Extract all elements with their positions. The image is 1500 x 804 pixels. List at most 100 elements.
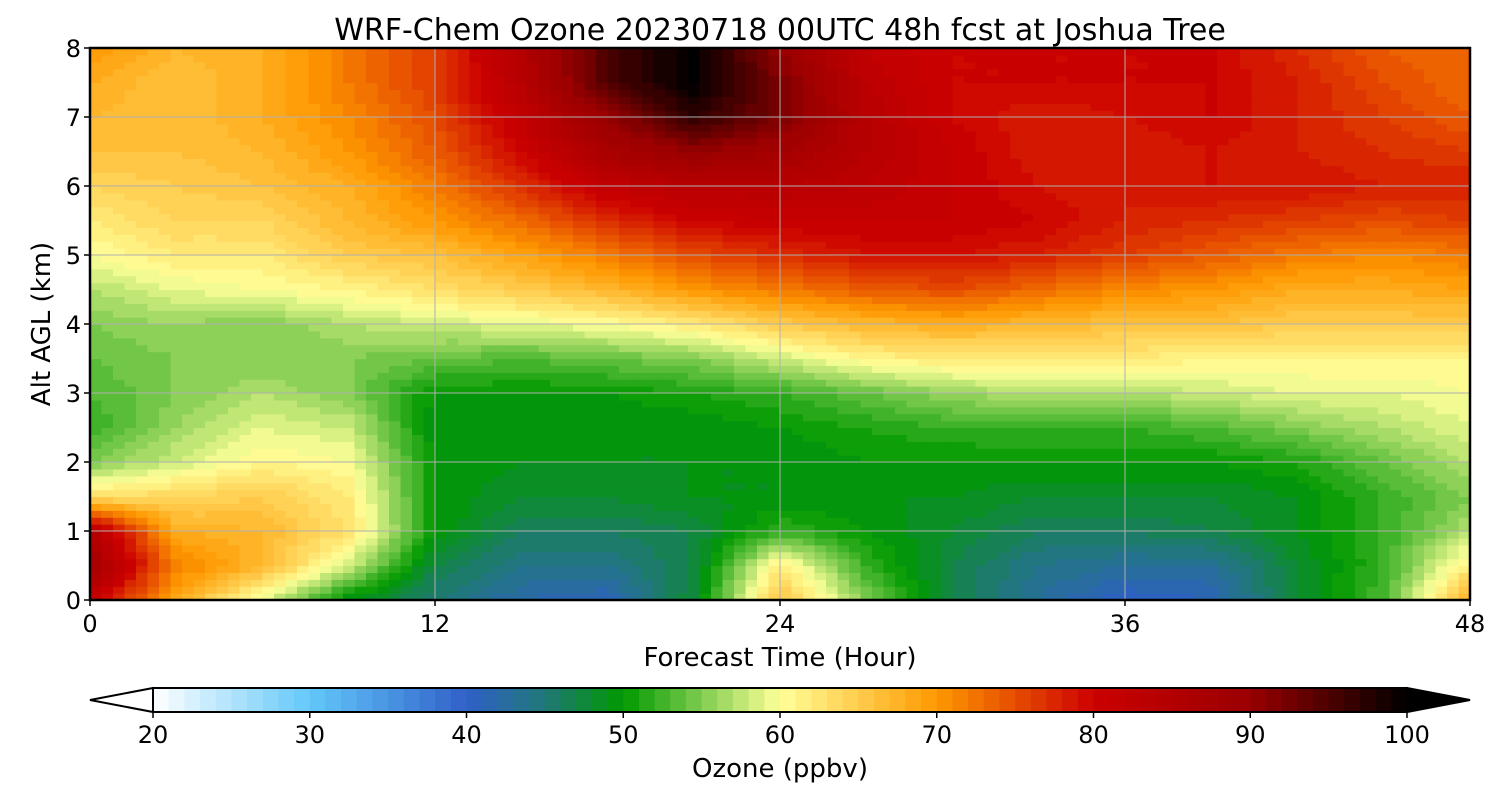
heatmap-cell bbox=[1113, 586, 1126, 594]
heatmap-cell bbox=[584, 475, 597, 484]
heatmap-cell bbox=[941, 330, 954, 339]
heatmap-cell bbox=[699, 406, 712, 415]
heatmap-cell bbox=[159, 399, 172, 408]
heatmap-cell bbox=[849, 468, 862, 477]
heatmap-cell bbox=[308, 455, 321, 463]
heatmap-cell bbox=[90, 372, 103, 380]
heatmap-cell bbox=[665, 372, 678, 380]
heatmap-cell bbox=[642, 448, 655, 456]
heatmap-cell bbox=[814, 324, 827, 332]
heatmap-cell bbox=[504, 351, 517, 360]
heatmap-cell bbox=[469, 475, 482, 484]
heatmap-cell bbox=[1171, 565, 1184, 573]
heatmap-cell bbox=[1320, 344, 1333, 353]
heatmap-cell bbox=[676, 531, 689, 539]
heatmap-cell bbox=[1010, 427, 1023, 435]
heatmap-cell bbox=[389, 406, 402, 415]
heatmap-cell bbox=[573, 524, 586, 532]
heatmap-cell bbox=[193, 351, 206, 360]
heatmap-cell bbox=[1056, 337, 1069, 346]
heatmap-cell bbox=[1424, 586, 1437, 594]
heatmap-cell bbox=[1424, 468, 1437, 477]
heatmap-cell bbox=[216, 510, 229, 518]
heatmap-cell bbox=[952, 475, 965, 484]
heatmap-cell bbox=[607, 531, 620, 539]
heatmap-cell bbox=[722, 593, 735, 601]
heatmap-cell bbox=[239, 358, 252, 366]
heatmap-cell bbox=[101, 544, 114, 553]
heatmap-cell bbox=[964, 344, 977, 353]
heatmap-cell bbox=[1044, 531, 1057, 539]
heatmap-cell bbox=[757, 510, 770, 518]
heatmap-cell bbox=[757, 489, 770, 498]
heatmap-cell bbox=[1309, 427, 1322, 435]
heatmap-cell bbox=[906, 531, 919, 539]
heatmap-cell bbox=[872, 475, 885, 484]
heatmap-cell bbox=[1159, 475, 1172, 484]
heatmap-cell bbox=[1297, 510, 1310, 518]
heatmap-cell bbox=[975, 448, 988, 456]
heatmap-cell bbox=[676, 462, 689, 470]
heatmap-cell bbox=[1412, 496, 1425, 504]
heatmap-cell bbox=[1412, 510, 1425, 518]
heatmap-cell bbox=[584, 344, 597, 353]
heatmap-cell bbox=[228, 503, 241, 511]
heatmap-cell bbox=[101, 586, 114, 594]
heatmap-cell bbox=[780, 427, 793, 435]
heatmap-cell bbox=[561, 441, 574, 449]
heatmap-cell bbox=[1090, 537, 1103, 546]
heatmap-cell bbox=[124, 386, 137, 394]
heatmap-cell bbox=[170, 586, 183, 594]
heatmap-cell bbox=[435, 475, 448, 484]
heatmap-cell bbox=[1274, 413, 1287, 422]
heatmap-cell bbox=[768, 420, 781, 429]
heatmap-cell bbox=[1217, 593, 1230, 601]
heatmap-cell bbox=[837, 351, 850, 360]
heatmap-cell bbox=[584, 399, 597, 408]
heatmap-cell bbox=[734, 420, 747, 429]
heatmap-cell bbox=[1412, 448, 1425, 456]
heatmap-cell bbox=[665, 358, 678, 366]
heatmap-cell bbox=[159, 413, 172, 422]
heatmap-cell bbox=[193, 462, 206, 470]
heatmap-cell bbox=[1033, 448, 1046, 456]
heatmap-cell bbox=[354, 551, 367, 560]
heatmap-cell bbox=[481, 420, 494, 429]
heatmap-cell bbox=[527, 455, 540, 463]
heatmap-cell bbox=[895, 593, 908, 601]
heatmap-cell bbox=[458, 351, 471, 360]
heatmap-cell bbox=[285, 482, 298, 491]
heatmap-cell bbox=[860, 310, 873, 318]
heatmap-cell bbox=[1228, 413, 1241, 422]
heatmap-cell bbox=[895, 344, 908, 353]
heatmap-cell bbox=[1021, 330, 1034, 339]
heatmap-cell bbox=[527, 503, 540, 511]
heatmap-cell bbox=[377, 330, 390, 339]
heatmap-cell bbox=[895, 531, 908, 539]
heatmap-cell bbox=[1148, 468, 1161, 477]
heatmap-cell bbox=[1033, 365, 1046, 373]
heatmap-cell bbox=[527, 434, 540, 442]
heatmap-cell bbox=[906, 386, 919, 394]
heatmap-cell bbox=[435, 434, 448, 442]
heatmap-cell bbox=[1136, 482, 1149, 491]
heatmap-cell bbox=[814, 558, 827, 567]
heatmap-cell bbox=[170, 358, 183, 366]
heatmap-cell bbox=[377, 475, 390, 484]
heatmap-cell bbox=[1251, 365, 1264, 373]
heatmap-cell bbox=[412, 330, 425, 339]
heatmap-cell bbox=[1125, 351, 1138, 360]
heatmap-cell bbox=[1079, 475, 1092, 484]
heatmap-cell bbox=[987, 537, 1000, 546]
heatmap-cell bbox=[849, 531, 862, 539]
heatmap-cell bbox=[791, 558, 804, 567]
heatmap-cell bbox=[400, 310, 413, 318]
heatmap-cell bbox=[1286, 524, 1299, 532]
heatmap-cell bbox=[331, 393, 344, 401]
heatmap-cell bbox=[791, 475, 804, 484]
heatmap-cell bbox=[297, 531, 310, 539]
heatmap-cell bbox=[1263, 544, 1276, 553]
heatmap-cell bbox=[780, 344, 793, 353]
heatmap-cell bbox=[1309, 372, 1322, 380]
heatmap-cell bbox=[814, 462, 827, 470]
